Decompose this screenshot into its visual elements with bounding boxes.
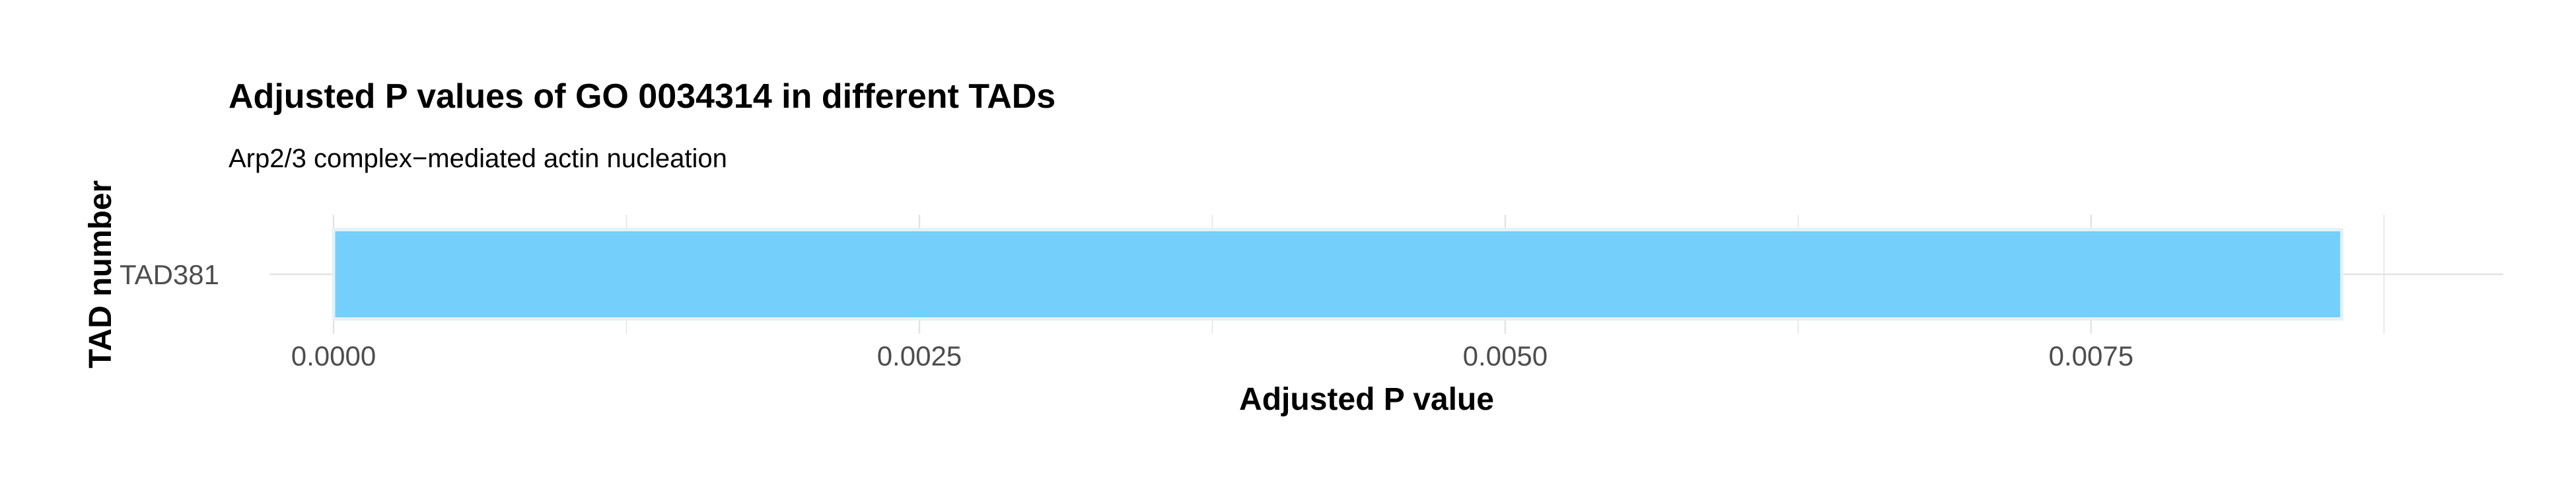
x-tick-label: 0.0050 — [1463, 340, 1548, 371]
y-axis-label: TAD number — [83, 180, 118, 368]
chart-subtitle: Arp2/3 complex−mediated actin nucleation — [229, 144, 727, 173]
bar — [332, 228, 2343, 321]
y-tick-label: TAD381 — [120, 259, 219, 290]
tick-labels: TAD381 0.0000 0.0025 0.0050 0.0075 — [120, 259, 2133, 371]
x-tick-label: 0.0025 — [877, 340, 962, 371]
x-axis-label: Adjusted P value — [1239, 382, 1494, 417]
x-tick-label: 0.0000 — [291, 340, 376, 371]
chart-title: Adjusted P values of GO 0034314 in diffe… — [229, 77, 1055, 116]
x-tick-label: 0.0075 — [2049, 340, 2133, 371]
bars — [332, 228, 2343, 321]
